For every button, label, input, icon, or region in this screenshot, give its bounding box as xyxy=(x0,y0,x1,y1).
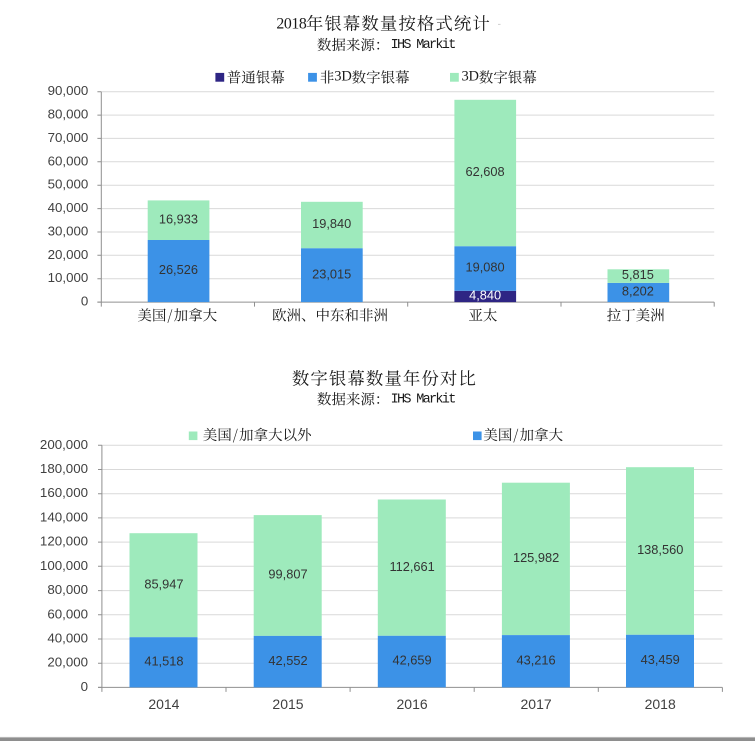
svg-text:20,000: 20,000 xyxy=(47,655,88,670)
svg-text:2017: 2017 xyxy=(521,696,552,712)
svg-text:120,000: 120,000 xyxy=(40,534,88,549)
svg-text:60,000: 60,000 xyxy=(47,606,88,621)
svg-text:100,000: 100,000 xyxy=(40,558,88,573)
svg-text:85,947: 85,947 xyxy=(144,576,183,591)
svg-text:80,000: 80,000 xyxy=(47,582,88,597)
svg-text:10,000: 10,000 xyxy=(48,270,89,285)
svg-text:4,840: 4,840 xyxy=(469,288,501,303)
svg-text:23,015: 23,015 xyxy=(312,266,351,281)
svg-text:140,000: 140,000 xyxy=(40,509,88,524)
svg-text:43,459: 43,459 xyxy=(641,652,680,667)
svg-text:20,000: 20,000 xyxy=(48,247,89,262)
svg-text:62,608: 62,608 xyxy=(466,164,505,179)
svg-text:2018: 2018 xyxy=(645,696,676,712)
svg-text:19,840: 19,840 xyxy=(312,216,351,231)
svg-text:40,000: 40,000 xyxy=(48,200,89,215)
svg-text:26,526: 26,526 xyxy=(159,262,198,277)
svg-text:2014: 2014 xyxy=(148,696,179,712)
svg-text:19,080: 19,080 xyxy=(466,260,505,275)
svg-text:180,000: 180,000 xyxy=(40,461,88,476)
svg-text:125,982: 125,982 xyxy=(513,550,559,565)
svg-text:3D: 3D xyxy=(334,68,351,84)
svg-text:80,000: 80,000 xyxy=(48,107,89,122)
svg-text:30,000: 30,000 xyxy=(48,224,89,239)
svg-text:43,216: 43,216 xyxy=(517,652,556,667)
svg-text:16,933: 16,933 xyxy=(159,211,198,226)
svg-text:200,000: 200,000 xyxy=(40,437,88,452)
svg-text:42,552: 42,552 xyxy=(268,653,307,668)
svg-text:2015: 2015 xyxy=(272,696,303,712)
svg-text:99,807: 99,807 xyxy=(268,567,307,582)
svg-text:138,560: 138,560 xyxy=(637,542,683,557)
svg-text:2016: 2016 xyxy=(397,696,428,712)
svg-text:42,659: 42,659 xyxy=(393,653,432,668)
svg-text:40,000: 40,000 xyxy=(47,631,88,646)
svg-text:50,000: 50,000 xyxy=(48,177,89,192)
svg-text:0: 0 xyxy=(81,679,88,694)
svg-text:2018: 2018 xyxy=(276,15,306,32)
svg-text:90,000: 90,000 xyxy=(48,83,89,98)
svg-text:8,202: 8,202 xyxy=(622,284,654,299)
svg-text:60,000: 60,000 xyxy=(48,153,89,168)
svg-text:3D: 3D xyxy=(462,68,479,84)
svg-text:0: 0 xyxy=(81,294,88,309)
svg-text:41,518: 41,518 xyxy=(144,653,183,668)
svg-text:112,661: 112,661 xyxy=(389,559,434,574)
svg-text:160,000: 160,000 xyxy=(40,485,88,500)
svg-text:IHS Markit: IHS Markit xyxy=(391,38,456,53)
svg-text:IHS Markit: IHS Markit xyxy=(391,392,456,407)
svg-text:70,000: 70,000 xyxy=(48,130,89,145)
svg-text:5,815: 5,815 xyxy=(622,267,654,282)
